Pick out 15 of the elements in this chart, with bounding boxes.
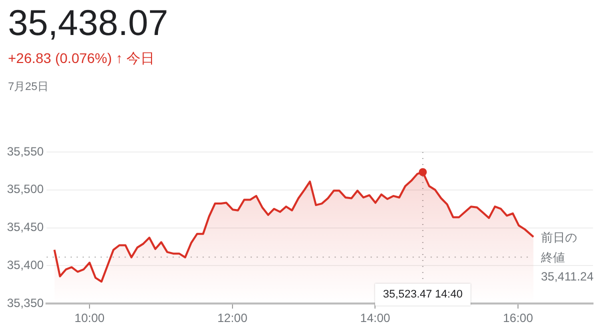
y-tick-label: 35,350 <box>7 296 44 310</box>
chart-subtitle: +26.83 (0.076%) ↑ 今日 <box>8 50 155 68</box>
y-tick-label: 35,500 <box>7 182 44 196</box>
chart-title: 35,438.07 <box>8 2 168 44</box>
y-tick-label: 35,400 <box>7 258 44 272</box>
text: 7月25日 <box>8 80 48 94</box>
annotation: 35,411.24 <box>541 269 594 284</box>
x-tick-label: 12:00 <box>217 311 248 326</box>
ref-line-label: 前日の終値 <box>540 230 577 264</box>
x-tick-label: 10:00 <box>74 311 105 326</box>
y-tick-label: 35,450 <box>7 220 44 234</box>
x-tick-label: 16:00 <box>503 311 534 326</box>
y-tick-label: 35,550 <box>7 144 44 158</box>
x-tick-label: 14:00 <box>360 311 391 326</box>
annotation: 35,523.47 14:40 <box>383 288 463 301</box>
